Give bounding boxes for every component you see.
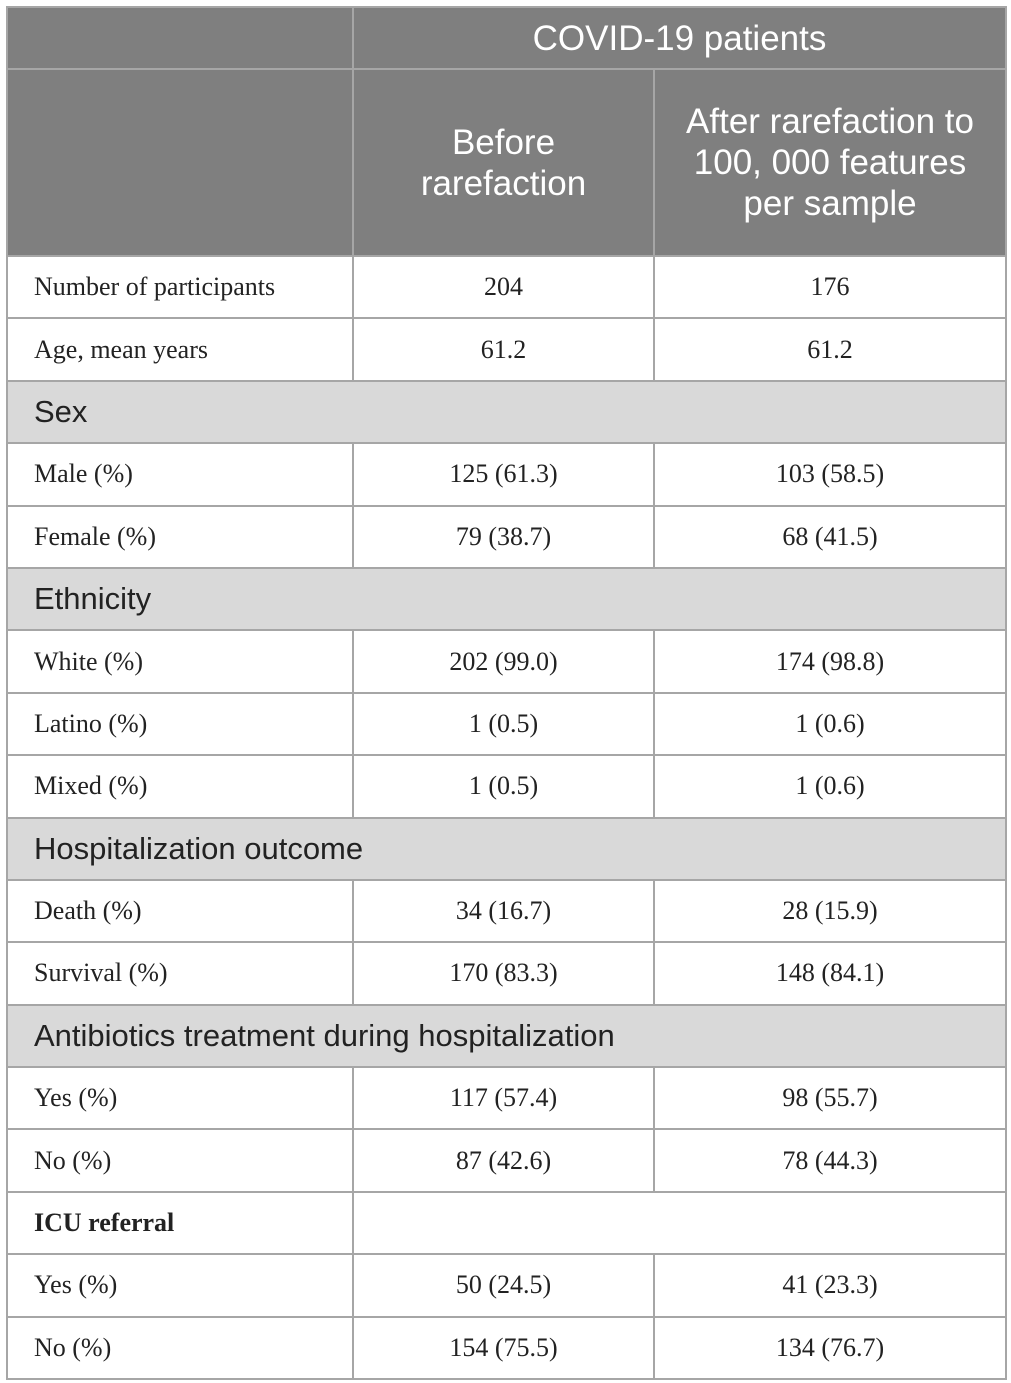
value-cell: 68 (41.5) — [653, 504, 1007, 569]
value-cell: 34 (16.7) — [352, 878, 655, 944]
row-label: Survival (%) — [6, 941, 354, 1006]
value-cell: 170 (83.3) — [352, 941, 655, 1006]
row-label: Male (%) — [6, 442, 354, 507]
value-cell: 98 (55.7) — [653, 1066, 1007, 1131]
header-cell — [6, 6, 354, 70]
row-label: Latino (%) — [6, 691, 354, 757]
table-row: Hospitalization outcome — [6, 816, 1007, 881]
row-label: White (%) — [6, 629, 354, 694]
table-header: COVID-19 patients Before rarefaction Aft… — [6, 6, 1007, 257]
subheading: ICU referral — [6, 1190, 354, 1256]
table-row: Yes (%) 117 (57.4) 98 (55.7) — [6, 1066, 1007, 1131]
row-label: Female (%) — [6, 504, 354, 569]
value-cell: 61.2 — [352, 317, 655, 382]
table-row: Latino (%) 1 (0.5) 1 (0.6) — [6, 691, 1007, 757]
value-cell: 1 (0.6) — [653, 754, 1007, 819]
value-cell: 148 (84.1) — [653, 941, 1007, 1006]
row-label: Yes (%) — [6, 1066, 354, 1131]
value-cell: 202 (99.0) — [352, 629, 655, 694]
table-row: White (%) 202 (99.0) 174 (98.8) — [6, 629, 1007, 694]
section-heading: Sex — [6, 379, 1007, 445]
table-row: Yes (%) 50 (24.5) 41 (23.3) — [6, 1253, 1007, 1318]
value-cell: 174 (98.8) — [653, 629, 1007, 694]
table-row: Sex — [6, 379, 1007, 445]
row-label: Number of participants — [6, 254, 354, 320]
column-header: Before rarefaction — [352, 68, 655, 257]
group-header: COVID-19 patients — [352, 6, 1007, 70]
section-heading: Hospitalization outcome — [6, 816, 1007, 881]
table-row: Mixed (%) 1 (0.5) 1 (0.6) — [6, 754, 1007, 819]
table-row: Death (%) 34 (16.7) 28 (15.9) — [6, 878, 1007, 944]
empty-cell — [352, 1190, 1007, 1256]
header-row: Before rarefaction After rarefaction to … — [6, 68, 1007, 257]
value-cell: 28 (15.9) — [653, 878, 1007, 944]
value-cell: 125 (61.3) — [352, 442, 655, 507]
header-row: COVID-19 patients — [6, 6, 1007, 70]
table-row: Male (%) 125 (61.3) 103 (58.5) — [6, 442, 1007, 507]
data-table: COVID-19 patients Before rarefaction Aft… — [6, 6, 1007, 1381]
table-body: Number of participants 204 176 Age, mean ye… — [6, 254, 1007, 1381]
value-cell: 1 (0.6) — [653, 691, 1007, 757]
value-cell: 78 (44.3) — [653, 1128, 1007, 1193]
column-header: After rarefaction to 100, 000 features p… — [653, 68, 1007, 257]
table-row: No (%) 87 (42.6) 78 (44.3) — [6, 1128, 1007, 1193]
table-row: Female (%) 79 (38.7) 68 (41.5) — [6, 504, 1007, 569]
table-row: Number of participants 204 176 — [6, 254, 1007, 320]
value-cell: 50 (24.5) — [352, 1253, 655, 1318]
section-heading: Ethnicity — [6, 566, 1007, 632]
table-row: Age, mean years 61.2 61.2 — [6, 317, 1007, 382]
value-cell: 134 (76.7) — [653, 1315, 1007, 1381]
header-cell — [6, 68, 354, 257]
table-row: Antibiotics treatment during hospitaliza… — [6, 1003, 1007, 1069]
section-heading: Antibiotics treatment during hospitaliza… — [6, 1003, 1007, 1069]
row-label: No (%) — [6, 1128, 354, 1193]
row-label: No (%) — [6, 1315, 354, 1381]
value-cell: 1 (0.5) — [352, 691, 655, 757]
value-cell: 176 — [653, 254, 1007, 320]
value-cell: 103 (58.5) — [653, 442, 1007, 507]
row-label: Death (%) — [6, 878, 354, 944]
value-cell: 154 (75.5) — [352, 1315, 655, 1381]
table-row: Survival (%) 170 (83.3) 148 (84.1) — [6, 941, 1007, 1006]
value-cell: 87 (42.6) — [352, 1128, 655, 1193]
value-cell: 117 (57.4) — [352, 1066, 655, 1131]
table-row: ICU referral — [6, 1190, 1007, 1256]
value-cell: 79 (38.7) — [352, 504, 655, 569]
value-cell: 204 — [352, 254, 655, 320]
value-cell: 1 (0.5) — [352, 754, 655, 819]
value-cell: 41 (23.3) — [653, 1253, 1007, 1318]
value-cell: 61.2 — [653, 317, 1007, 382]
row-label: Mixed (%) — [6, 754, 354, 819]
table-row: No (%) 154 (75.5) 134 (76.7) — [6, 1315, 1007, 1381]
table-row: Ethnicity — [6, 566, 1007, 632]
row-label: Yes (%) — [6, 1253, 354, 1318]
row-label: Age, mean years — [6, 317, 354, 382]
